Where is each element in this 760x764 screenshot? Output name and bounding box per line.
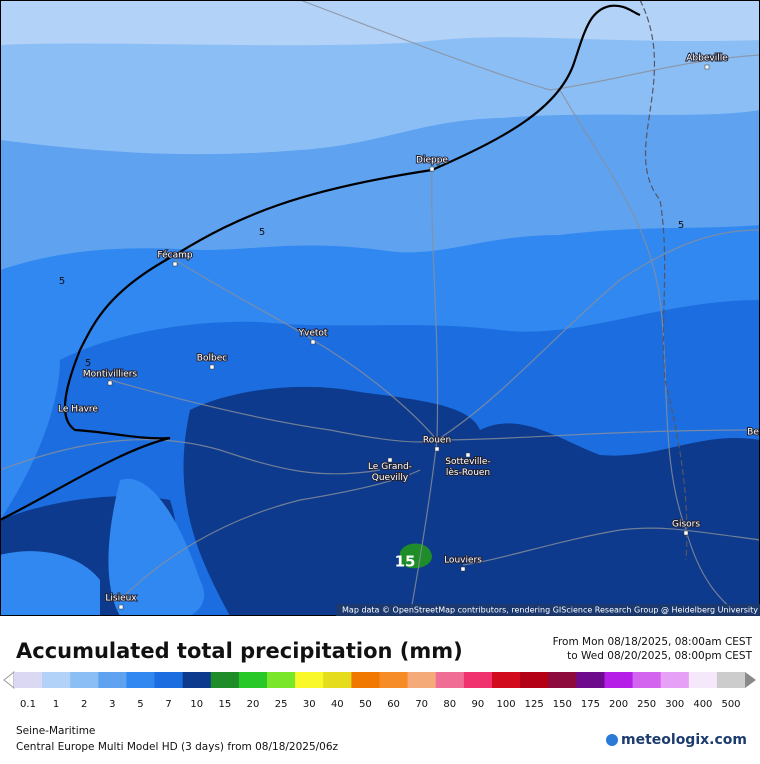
place-label: Bolbec [197,354,227,364]
legend-swatch [379,672,409,688]
place-label: Le Grand-Quevilly [368,462,412,483]
legend-label: 2 [81,699,87,710]
legend-swatch [351,672,380,688]
legend-swatch [576,672,605,688]
place-marker [310,339,316,345]
legend-swatch [182,672,212,688]
place-marker [209,364,215,370]
place-label: Sotteville-lès-Rouen [445,457,490,478]
legend-swatch [660,672,690,688]
legend-label: 300 [665,699,684,710]
contour-label: 5 [85,358,91,369]
place-label: Gisors [672,520,700,530]
legend-swatch [70,672,99,688]
legend-label: 80 [443,699,456,710]
brand-logo [606,734,618,746]
contour-label: 15 [395,553,416,571]
date-from: From Mon 08/18/2025, 08:00am CEST [553,636,753,648]
place-label: Lisieux [105,594,137,604]
place-marker [387,457,393,463]
contour-label: 5 [259,227,265,238]
legend-label: 5 [137,699,143,710]
date-to: to Wed 08/20/2025, 08:00pm CEST [567,650,752,662]
legend-label: 50 [359,699,372,710]
legend-label: 30 [303,699,316,710]
contour-label: 5 [59,276,65,287]
legend-swatch [98,672,127,688]
legend-label: 70 [415,699,428,710]
place-marker [172,261,178,267]
legend-label: 175 [581,699,600,710]
legend-label: 200 [609,699,628,710]
legend-swatch [323,672,352,688]
legend-swatch [463,672,493,688]
legend-swatch [520,672,549,688]
place-marker [429,166,435,172]
place-marker [107,380,113,386]
place-label: Dieppe [416,156,448,166]
legend-label: 400 [693,699,712,710]
legend-label: 20 [247,699,260,710]
place-label: Fécamp [157,250,192,261]
legend-label: 250 [637,699,656,710]
legend-swatch [267,672,296,688]
legend-swatch [42,672,71,688]
legend-swatch [632,672,662,688]
legend-swatch [210,672,240,688]
legend-swatch [238,672,268,688]
place-label: Rouen [423,436,451,446]
legend-swatch [407,672,437,688]
legend-label: 40 [331,699,344,710]
place-marker [434,446,440,452]
legend-arrow-right [745,672,756,688]
legend-label: 150 [553,699,572,710]
attribution: Map data © OpenStreetMap contributors, r… [342,606,758,615]
legend-swatch [126,672,156,688]
title: Accumulated total precipitation (mm) [16,639,463,663]
contour-label: 5 [678,220,684,231]
legend-label: 500 [721,699,740,710]
place-label: Louviers [444,556,482,566]
legend-swatch [604,672,634,688]
place-label: Montivilliers [83,370,138,380]
legend-label: 100 [496,699,515,710]
legend-label: 3 [109,699,115,710]
place-label: Le Havre [58,405,98,415]
legend-label: 10 [190,699,203,710]
model: Central Europe Multi Model HD (3 days) f… [16,741,339,753]
legend-label: 0.1 [20,699,36,710]
legend-swatch [548,672,577,688]
place-label: Yvetot [298,329,328,339]
legend-swatch [716,672,746,688]
legend-label: 125 [525,699,544,710]
region: Seine-Maritime [16,725,95,737]
legend-swatch [491,672,521,688]
legend-swatch [435,672,465,688]
place-marker [683,530,689,536]
legend-swatch [154,672,184,688]
legend-label: 1 [53,699,59,710]
legend-swatch [688,672,718,688]
legend-label: 7 [165,699,171,710]
place-marker [704,64,710,70]
place-marker [118,604,124,610]
legend-swatch [295,672,324,688]
map: Map data © OpenStreetMap contributors, r… [0,0,760,617]
place-label: Be [747,428,759,438]
legend-label: 15 [218,699,231,710]
place-marker [460,566,466,572]
place-label: Abbeville [686,54,728,64]
legend-label: 90 [472,699,485,710]
legend-label: 60 [387,699,400,710]
place-marker [465,452,471,458]
legend-swatch [13,672,43,688]
legend-arrow-left [3,670,15,690]
legend-label: 25 [275,699,288,710]
brand[interactable]: meteologix.com [621,732,747,748]
